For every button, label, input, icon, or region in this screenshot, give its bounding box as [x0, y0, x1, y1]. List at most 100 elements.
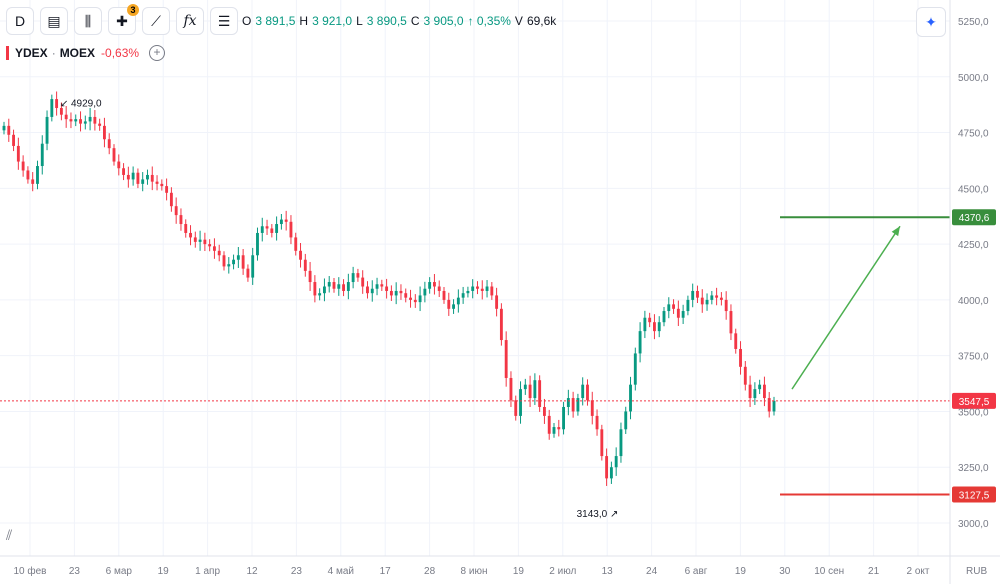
- candle-body: [251, 255, 255, 278]
- drawing-tools-button[interactable]: ⟋: [142, 7, 170, 35]
- projection-arrow[interactable]: [791, 225, 901, 390]
- candle: [547, 409, 551, 440]
- high-annotation: ↙ 4929,0: [60, 99, 102, 110]
- candle: [193, 231, 197, 248]
- candle-body: [653, 322, 656, 332]
- candle-body: [676, 308, 680, 318]
- candle: [150, 166, 154, 191]
- candle: [619, 422, 623, 463]
- x-tick-label: 21: [868, 566, 880, 577]
- candle-body: [404, 293, 408, 298]
- candle: [476, 281, 479, 295]
- settings-button[interactable]: ☰: [210, 7, 238, 35]
- symbol-search-button[interactable]: ▤: [40, 7, 68, 35]
- candle: [557, 419, 561, 437]
- candle-body: [767, 398, 771, 412]
- candle-body: [629, 384, 632, 412]
- y-tick-label: 4500,0: [958, 184, 989, 195]
- candle: [289, 215, 293, 245]
- candle-body: [184, 224, 188, 233]
- candle: [351, 266, 355, 289]
- candle-body: [566, 398, 570, 407]
- candle-body: [74, 119, 78, 122]
- candle-body: [59, 108, 63, 115]
- high-value: 3 921,0: [312, 14, 353, 28]
- candle: [380, 279, 384, 291]
- candle-body: [356, 273, 360, 278]
- candle-body: [452, 304, 455, 309]
- candle-body: [538, 380, 542, 407]
- candle: [413, 294, 417, 308]
- corner-measure-icon[interactable]: ⫽: [6, 527, 13, 543]
- candle: [79, 111, 82, 132]
- candle-body: [45, 116, 49, 144]
- candle-body: [265, 226, 269, 229]
- candle: [447, 292, 451, 316]
- indicators-button[interactable]: ✚ 3: [108, 4, 139, 35]
- candle-body: [461, 293, 465, 298]
- candle: [236, 247, 240, 268]
- candle-body: [165, 186, 169, 193]
- candle-body: [490, 286, 494, 296]
- candle: [399, 284, 403, 300]
- low-value: 3 890,5: [366, 14, 407, 28]
- candle: [595, 409, 599, 436]
- current-price-tag-label: 3547,5: [959, 397, 990, 408]
- candle: [696, 285, 699, 304]
- candle-body: [552, 427, 556, 434]
- candle: [418, 286, 422, 312]
- formula-button[interactable]: fx: [176, 7, 204, 35]
- candle: [442, 286, 446, 304]
- current-price-tag-bg: [952, 392, 996, 409]
- ai-assistant-button[interactable]: ✦: [916, 7, 946, 37]
- candle-body: [107, 139, 111, 149]
- candle: [275, 216, 279, 241]
- candle-body: [308, 270, 312, 283]
- candle-body: [232, 259, 235, 265]
- candle-body: [418, 295, 422, 303]
- x-tick-label: 8 июн: [461, 566, 488, 577]
- y-tick-label: 4000,0: [958, 296, 989, 307]
- candle-body: [313, 282, 317, 296]
- chart-type-button[interactable]: ⫼: [74, 7, 102, 35]
- candle: [26, 166, 30, 184]
- candle-body: [270, 228, 274, 233]
- y-tick-label: 5250,0: [958, 17, 989, 28]
- candle: [700, 289, 704, 313]
- candle-body: [643, 317, 647, 332]
- candle-body: [763, 384, 766, 399]
- candle-body: [514, 400, 518, 416]
- candle-body: [299, 250, 302, 260]
- candle-body: [423, 288, 427, 296]
- candle: [346, 273, 350, 300]
- candle: [55, 91, 59, 116]
- candle-body: [533, 380, 537, 399]
- candle: [404, 288, 408, 303]
- symbol-legend[interactable]: YDEX · MOEX -0,63% +: [6, 45, 166, 61]
- candle-body: [710, 295, 714, 300]
- candle-body: [160, 183, 164, 187]
- add-compare-icon[interactable]: +: [149, 45, 166, 61]
- candle: [7, 118, 11, 142]
- candle-body: [724, 299, 728, 312]
- legend-exchange: MOEX: [59, 46, 96, 60]
- projection-arrow-line: [791, 225, 901, 390]
- candle: [279, 213, 283, 230]
- candle-body: [413, 299, 417, 303]
- candle: [705, 293, 709, 311]
- candle-body: [318, 293, 322, 296]
- candle: [657, 316, 661, 338]
- candle-body: [638, 331, 642, 354]
- interval-button[interactable]: D: [6, 7, 34, 35]
- candle-body: [55, 99, 59, 109]
- candle-body: [691, 290, 695, 300]
- candle: [337, 277, 341, 296]
- candle-body: [595, 415, 599, 430]
- candle: [428, 277, 432, 294]
- candle-body: [26, 170, 30, 180]
- candle-body: [743, 366, 747, 385]
- candle: [753, 382, 757, 405]
- candle: [165, 178, 169, 201]
- current-price-tag: 3547,5: [952, 392, 996, 409]
